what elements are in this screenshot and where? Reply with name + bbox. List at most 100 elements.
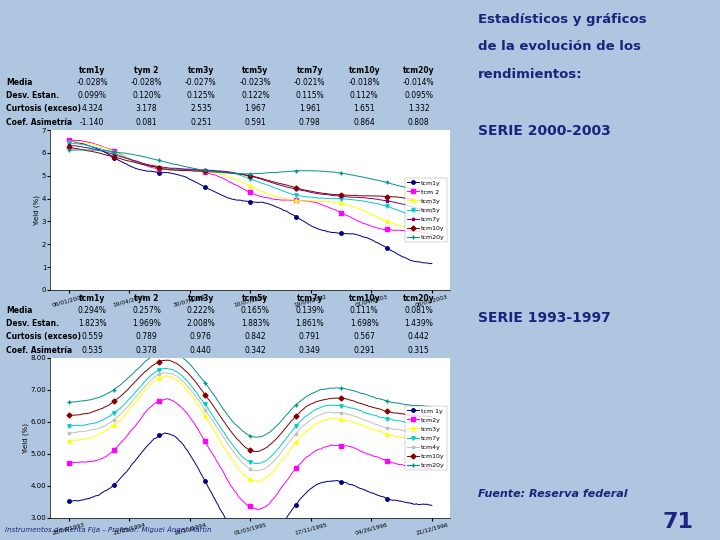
tcm3y xyxy=(161,373,170,379)
tcm 2 xyxy=(284,197,293,204)
Text: 0.125%: 0.125% xyxy=(186,91,215,99)
Text: 0.442: 0.442 xyxy=(408,332,430,341)
tcm5y xyxy=(275,186,284,193)
Text: 0.342: 0.342 xyxy=(245,346,266,355)
tcm7y xyxy=(284,185,293,191)
tcm10y xyxy=(286,420,294,426)
Text: rendimientos:: rendimientos: xyxy=(478,68,583,80)
tcm4y xyxy=(276,450,284,456)
tcm5y xyxy=(284,190,293,197)
tcm2y xyxy=(86,458,95,465)
Text: 0.798: 0.798 xyxy=(299,118,320,127)
tcm5y xyxy=(296,193,305,199)
Text: 0.349: 0.349 xyxy=(299,346,320,355)
Text: -0.021%: -0.021% xyxy=(294,78,325,86)
Text: 0.165%: 0.165% xyxy=(241,306,270,315)
tcm7y xyxy=(163,365,171,372)
tcm7y xyxy=(428,421,436,427)
tcm2y xyxy=(64,460,73,466)
Line: tcm3y: tcm3y xyxy=(67,140,433,233)
Text: 1.969%: 1.969% xyxy=(132,319,161,328)
Text: 2.535: 2.535 xyxy=(190,104,212,113)
Text: 0.842: 0.842 xyxy=(245,332,266,341)
tcm7y xyxy=(378,414,387,421)
tcm2y xyxy=(378,456,387,462)
Text: 1.651: 1.651 xyxy=(354,104,375,113)
Line: tcm20y: tcm20y xyxy=(67,148,433,194)
tcm7y xyxy=(86,145,95,152)
Text: 0.112%: 0.112% xyxy=(350,91,379,99)
Text: 1.961: 1.961 xyxy=(299,104,320,113)
Text: 0.120%: 0.120% xyxy=(132,91,161,99)
Text: -0.028%: -0.028% xyxy=(131,78,162,86)
Text: 0.808: 0.808 xyxy=(408,118,429,127)
tcm20y xyxy=(341,171,349,177)
Line: tcm1y: tcm1y xyxy=(67,139,433,265)
tcm20y xyxy=(79,147,88,153)
Text: 0.591: 0.591 xyxy=(245,118,266,127)
Text: 0.535: 0.535 xyxy=(81,346,103,355)
Line: tcm2y: tcm2y xyxy=(67,397,433,511)
tcm1y xyxy=(87,144,96,150)
tcm7y xyxy=(428,210,436,216)
tcm20y xyxy=(297,397,305,404)
Text: Coef. Asimetría: Coef. Asimetría xyxy=(6,346,72,355)
Legend: tcm1y, tcm 2, tcm3y, tcm5y, tcm7y, tcm10y, tcm20y: tcm1y, tcm 2, tcm3y, tcm5y, tcm7y, tcm10… xyxy=(405,178,447,242)
Line: tcm5y: tcm5y xyxy=(67,141,433,225)
Text: 0.789: 0.789 xyxy=(135,332,158,341)
tcm5y xyxy=(64,140,73,146)
Text: SERIE 1993-1997: SERIE 1993-1997 xyxy=(478,310,611,325)
Text: 0.257%: 0.257% xyxy=(132,306,161,315)
tcm 1y xyxy=(428,502,436,509)
tcm 2 xyxy=(377,226,386,232)
tcm7y xyxy=(253,460,261,467)
Text: 4.324: 4.324 xyxy=(81,104,103,113)
Text: Media: Media xyxy=(6,78,32,86)
tcm4y xyxy=(428,430,436,437)
tcm 1y xyxy=(276,524,284,531)
tcm10y xyxy=(284,183,293,189)
tcm7y xyxy=(275,181,284,188)
tcm4y xyxy=(341,410,349,417)
Y-axis label: Yield (%): Yield (%) xyxy=(34,194,40,226)
Text: 0.222%: 0.222% xyxy=(186,306,215,315)
Text: Curtosis (exceso): Curtosis (exceso) xyxy=(6,332,81,341)
Text: 1.967: 1.967 xyxy=(245,104,266,113)
Text: Coef. Asimetría: Coef. Asimetría xyxy=(6,118,72,127)
tcm10y xyxy=(64,144,73,151)
Text: Curtosis (exceso): Curtosis (exceso) xyxy=(6,104,81,113)
tcm2y xyxy=(297,460,305,466)
tcm20y xyxy=(276,418,284,425)
Text: 0.139%: 0.139% xyxy=(295,306,324,315)
tcm4y xyxy=(378,423,387,430)
Text: tcm7y: tcm7y xyxy=(297,66,323,75)
Line: tcm7y: tcm7y xyxy=(67,144,433,214)
Text: -0.014%: -0.014% xyxy=(402,78,434,86)
Text: 1.823%: 1.823% xyxy=(78,319,107,328)
Text: 0.378: 0.378 xyxy=(135,346,158,355)
tcm7y xyxy=(297,417,305,424)
tcm20y xyxy=(86,396,95,403)
Text: 1.883%: 1.883% xyxy=(241,319,270,328)
tcm4y xyxy=(297,424,305,431)
tcm 1y xyxy=(341,479,349,485)
Text: 0.081%: 0.081% xyxy=(404,306,433,315)
tcm 1y xyxy=(161,430,169,436)
tcm1y xyxy=(296,216,305,222)
Text: tym 2: tym 2 xyxy=(135,66,158,75)
tcm 2 xyxy=(296,197,305,204)
Line: tcm10y: tcm10y xyxy=(67,359,433,453)
Text: 0.440: 0.440 xyxy=(190,346,212,355)
tcm20y xyxy=(253,434,261,441)
Line: tcm 2: tcm 2 xyxy=(67,138,433,236)
Text: tcm1y: tcm1y xyxy=(79,294,105,303)
Text: tcm1y: tcm1y xyxy=(79,66,105,75)
tcm3y xyxy=(64,138,73,145)
Text: de la evolución de los: de la evolución de los xyxy=(478,40,642,53)
tcm5y xyxy=(428,220,436,226)
tcm10y xyxy=(296,186,305,192)
tcm10y xyxy=(297,408,305,414)
Line: tcm3y: tcm3y xyxy=(67,374,433,484)
tcm1y xyxy=(276,205,284,212)
Text: 0.111%: 0.111% xyxy=(350,306,379,315)
